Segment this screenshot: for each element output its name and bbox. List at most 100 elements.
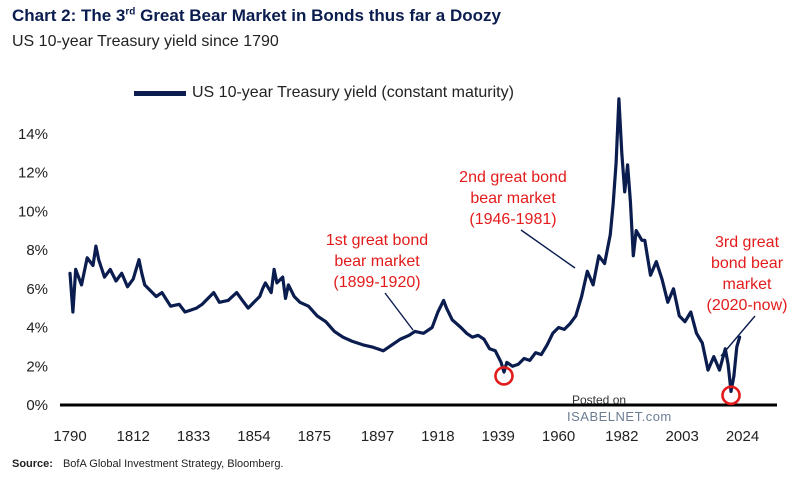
data-point (109, 268, 112, 271)
chart-title-sup: rd (125, 6, 136, 18)
data-point (643, 239, 646, 242)
data-point (609, 233, 612, 236)
data-point (287, 283, 290, 287)
data-point (574, 314, 578, 318)
data-point (557, 326, 560, 329)
data-point (292, 295, 296, 298)
data-point (120, 272, 123, 275)
data-point (195, 306, 198, 310)
data-point (517, 363, 520, 366)
y-tick-label: 14% (18, 126, 48, 143)
x-tick-label: 1918 (421, 428, 454, 445)
data-point (436, 310, 440, 314)
data-point (726, 363, 730, 366)
data-point (269, 291, 273, 294)
data-point (597, 254, 601, 258)
annotation-text: (1946-1981) (469, 211, 556, 228)
data-point (666, 301, 669, 304)
chart-legend: US 10-year Treasury yield (constant matu… (134, 84, 514, 102)
data-point (580, 295, 583, 298)
data-point (617, 97, 621, 101)
y-tick-label: 12% (18, 165, 48, 182)
source-text: BofA Global Investment Strategy, Bloombe… (62, 458, 284, 470)
data-point (442, 299, 445, 302)
data-point (132, 277, 135, 281)
data-point (218, 301, 221, 304)
data-point (370, 345, 373, 349)
data-point (689, 310, 692, 314)
data-point (445, 306, 448, 310)
x-tick-label: 1875 (298, 428, 331, 445)
data-point (502, 370, 506, 374)
data-point (155, 295, 158, 298)
data-point (649, 273, 652, 277)
data-point (149, 289, 152, 292)
data-point (178, 303, 181, 306)
data-point (459, 326, 463, 329)
data-point (189, 308, 192, 312)
circle-layer (494, 366, 741, 406)
data-point (333, 330, 336, 333)
annotation-text: 3rd great (715, 234, 780, 251)
data-point (476, 334, 480, 337)
data-point (97, 258, 100, 261)
annotation-text: bear market (334, 253, 420, 270)
data-point (729, 390, 733, 393)
data-point (494, 349, 497, 352)
data-point (91, 264, 95, 267)
chart-title-suffix: Great Bear Market in Bonds thus far a Do… (140, 6, 501, 25)
data-point (735, 345, 738, 349)
data-point (114, 279, 118, 283)
data-point (272, 268, 276, 271)
data-point (706, 368, 710, 372)
data-point (226, 299, 230, 302)
data-point (94, 244, 98, 248)
data-point (350, 339, 353, 343)
data-point (382, 349, 385, 352)
data-point (407, 334, 411, 337)
data-point (212, 291, 215, 294)
annotation-text: market (723, 276, 772, 293)
data-point (678, 314, 681, 318)
data-point (137, 258, 141, 261)
chart-title-prefix: Chart 2: The 3 (12, 6, 126, 25)
watermark: Posted on ISABELNET.com (567, 393, 671, 424)
data-point (264, 281, 267, 285)
data-point (86, 256, 89, 259)
data-point (505, 361, 509, 364)
data-point (534, 351, 537, 354)
data-point (284, 297, 287, 300)
x-tick-label: 2003 (665, 428, 698, 445)
data-point (629, 200, 632, 203)
highlight-circle (721, 385, 741, 406)
data-point (261, 287, 264, 290)
x-tick-label: 1790 (53, 428, 86, 445)
data-point (68, 272, 72, 275)
legend-label: US 10-year Treasury yield (constant matu… (192, 84, 514, 101)
data-point (275, 281, 279, 285)
data-point (623, 190, 626, 194)
data-point (183, 310, 187, 314)
data-point (258, 295, 261, 298)
data-point (511, 365, 514, 368)
data-point (528, 359, 532, 362)
data-point (298, 301, 302, 304)
data-point (563, 328, 566, 331)
chart-subtitle: US 10-year Treasury yield since 1790 (12, 33, 279, 50)
data-point (738, 335, 741, 339)
data-point (74, 268, 77, 271)
data-point (281, 275, 284, 279)
data-point (140, 272, 144, 275)
data-point (701, 341, 704, 345)
data-point (80, 283, 83, 287)
data-point (465, 332, 468, 335)
data-point (655, 260, 658, 263)
data-point (540, 353, 543, 356)
annotation-leader (384, 292, 414, 331)
data-point (169, 304, 172, 308)
data-point (361, 343, 365, 347)
x-tick-label: 1982 (605, 428, 638, 445)
data-point (235, 291, 238, 294)
y-tick-label: 4% (26, 320, 48, 337)
